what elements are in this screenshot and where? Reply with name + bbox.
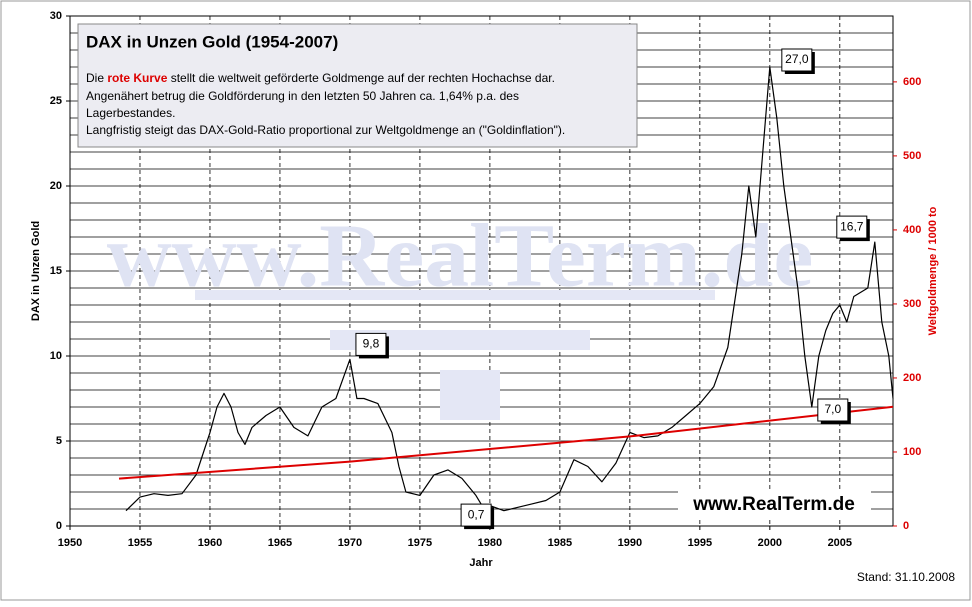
annotation-label: 9,8: [363, 337, 380, 351]
y-tick-label: 20: [50, 180, 62, 192]
y2-axis-label: Weltgoldmenge / 1000 to: [927, 206, 939, 335]
watermark-bar: [330, 330, 590, 350]
y-tick-label: 25: [50, 95, 62, 107]
x-axis-label: Jahr: [469, 557, 493, 569]
series-line: [118, 405, 894, 480]
x-tick-label: 1960: [198, 537, 222, 549]
y-tick-label: 0: [56, 520, 62, 532]
x-tick-label: 1950: [58, 537, 82, 549]
source: www.RealTerm.de: [692, 494, 855, 515]
x-tick-label: 1985: [548, 537, 572, 549]
x-tick-label: 2000: [758, 537, 782, 549]
y-tick-label: 30: [50, 10, 62, 22]
x-tick-label: 2005: [828, 537, 852, 549]
info-title: DAX in Unzen Gold (1954-2007): [86, 32, 338, 51]
info-box: [77, 23, 638, 148]
info-text: stellt die weltweit geförderte Goldmenge…: [167, 71, 555, 85]
x-tick-label: 1995: [688, 537, 712, 549]
info-line: Die rote Kurve stellt die weltweit geför…: [86, 71, 555, 85]
source-box: [678, 490, 871, 520]
y-tick-label: 5: [56, 435, 62, 447]
watermark-bar: [195, 290, 715, 300]
y2-tick-label: 100: [903, 446, 921, 458]
y2-tick-label: 0: [903, 520, 909, 532]
x-tick-label: 1965: [268, 537, 292, 549]
info-text: Die: [86, 71, 107, 85]
info-highlight: rote Kurve: [107, 71, 167, 85]
y2-tick-label: 300: [903, 298, 921, 310]
y2-tick-label: 500: [903, 150, 921, 162]
x-tick-label: 1980: [478, 537, 502, 549]
x-tick-label: 1955: [128, 537, 152, 549]
y-axis-label: DAX in Unzen Gold: [30, 221, 42, 321]
y-tick-label: 10: [50, 350, 62, 362]
annotation-box: [460, 503, 492, 527]
annotation-label: 27,0: [785, 52, 809, 66]
watermark: www.RealTerm.de: [107, 207, 814, 306]
annotation-box: [355, 332, 387, 356]
y-tick-label: 15: [50, 265, 62, 277]
info-line: Langfristig steigt das DAX-Gold-Ratio pr…: [86, 123, 565, 137]
series-line: [125, 66, 894, 515]
annotation-box: [781, 48, 813, 72]
y2-tick-label: 600: [903, 76, 921, 88]
watermark-bar: [440, 370, 500, 420]
annotation-box: [836, 215, 868, 239]
info-line: Angenähert betrug die Goldförderung in d…: [86, 89, 519, 103]
annotation-label: 7,0: [824, 402, 841, 416]
x-tick-label: 1990: [618, 537, 642, 549]
info-line: Lagerbestandes.: [86, 106, 175, 120]
y2-tick-label: 200: [903, 372, 921, 384]
y2-tick-label: 400: [903, 224, 921, 236]
annotation-label: 0,7: [468, 507, 485, 521]
x-tick-label: 1970: [338, 537, 362, 549]
annotation-box: [817, 398, 849, 422]
x-tick-label: 1975: [408, 537, 432, 549]
footnote: Stand: 31.10.2008: [857, 570, 955, 584]
annotation-label: 16,7: [840, 219, 864, 233]
